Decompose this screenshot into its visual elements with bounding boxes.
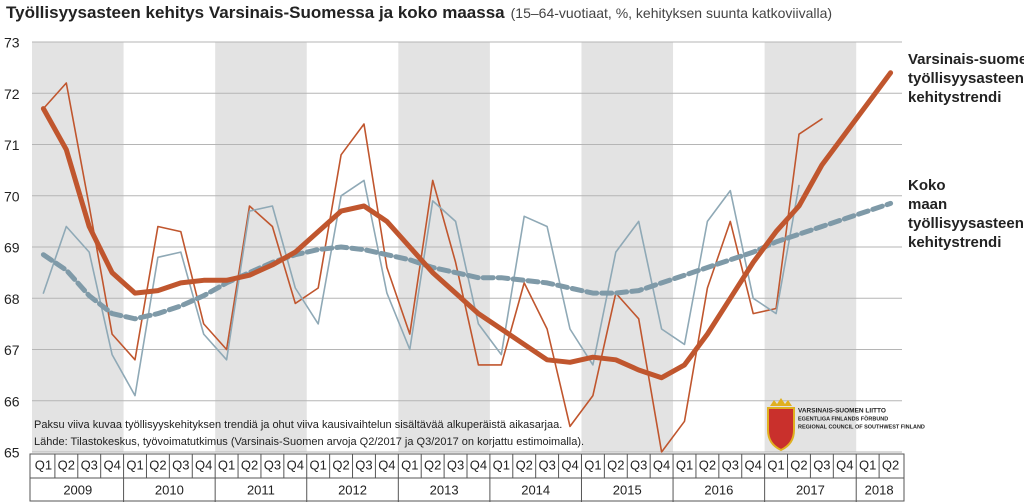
x-tick-label: Q2 [699,457,716,472]
legend-line: Varsinais-suomen [908,51,1024,68]
x-tick-label: Q2 [516,457,533,472]
x-tick-label: Q3 [630,457,647,472]
legend-label: Varsinais-suomen työllisyysasteen kehityst… [908,51,1024,106]
year-label: 2017 [796,482,825,497]
year-label: 2009 [63,482,92,497]
x-tick-label: Q2 [790,457,807,472]
logo-shield [767,407,795,452]
x-tick-label: Q1 [584,457,601,472]
y-tick-label: 68 [4,291,20,307]
year-label: 2016 [704,482,733,497]
x-tick-label: Q2 [149,457,166,472]
series [40,70,894,381]
year-label: 2010 [155,482,184,497]
logo-text: VARSINAIS-SUOMEN LIITTO [798,408,886,415]
x-tick-label: Q3 [447,457,464,472]
legend-line: Koko [908,177,946,194]
x-tick-label: Q3 [355,457,372,472]
year-label: 2014 [521,482,550,497]
logo-text: EGENTLIGA FINLANDS FÖRBUND [798,415,888,422]
y-tick-label: 65 [4,445,20,461]
x-tick-label: Q1 [676,457,693,472]
y-tick-label: 67 [4,342,20,358]
legend-label: Koko maan työllisyysasteen kehitystrendi [908,177,1024,251]
year-label: 2012 [338,482,367,497]
y-tick-label: 70 [4,188,20,204]
chart-title: Työllisyysasteen kehitys Varsinais-Suome… [6,3,505,22]
x-tick-label: Q4 [745,457,762,472]
logo-text: REGIONAL COUNCIL OF SOUTHWEST FINLAND [798,424,925,430]
year-label: 2015 [613,482,642,497]
x-tick-label: Q4 [470,457,487,472]
trend-line [40,200,894,322]
x-tick-label: Q1 [493,457,510,472]
series [42,82,823,453]
x-tick-label: Q1 [310,457,327,472]
legend-line: työllisyysasteen [908,70,1024,87]
y-tick-label: 69 [4,240,20,256]
x-tick-label: Q2 [607,457,624,472]
x-tick-label: Q1 [767,457,784,472]
trend-line [40,70,894,381]
year-label: 2018 [865,482,894,497]
x-tick-label: Q3 [172,457,189,472]
legend-line: työllisyysasteen [908,215,1024,232]
note: Paksu viiva kuvaa työllisyyskehityksen t… [34,419,562,431]
x-tick-label: Q4 [561,457,578,472]
y-tick-label: 72 [4,86,20,102]
x-tick-label: Q2 [424,457,441,472]
series [40,200,894,322]
legend-line: maan [908,196,947,213]
legend-line: kehitystrendi [908,234,1001,251]
x-tick-label: Q3 [813,457,830,472]
x-tick-label: Q3 [722,457,739,472]
x-tick-label: Q4 [836,457,853,472]
x-tick-label: Q2 [241,457,258,472]
x-tick-label: Q1 [859,457,876,472]
series [42,179,800,397]
x-tick-label: Q2 [58,457,75,472]
x-tick-label: Q1 [126,457,143,472]
raw-line [42,179,800,397]
x-tick-label: Q2 [882,457,899,472]
y-tick-label: 71 [4,137,20,153]
x-tick-label: Q4 [378,457,395,472]
x-tick-label: Q1 [401,457,418,472]
y-tick-label: 73 [4,35,20,51]
x-tick-label: Q4 [287,457,304,472]
x-tick-label: Q4 [103,457,120,472]
logo-crown [770,398,792,406]
x-tick-label: Q4 [195,457,212,472]
year-label: 2013 [430,482,459,497]
x-tick-label: Q2 [332,457,349,472]
x-tick-label: Q1 [218,457,235,472]
x-tick-label: Q4 [653,457,670,472]
y-tick-label: 66 [4,393,20,409]
x-tick-label: Q3 [81,457,98,472]
legend-line: kehitystrendi [908,89,1001,106]
chart-title-line: Työllisyysasteen kehitys Varsinais-Suome… [6,3,832,22]
year-label: 2011 [247,482,275,497]
note: Lähde: Tilastokeskus, työvoimatutkimus (… [34,436,584,448]
chart-subtitle: (15–64-vuotiaat, %, kehityksen suunta ka… [511,5,832,21]
raw-line [42,82,823,453]
x-tick-label: Q1 [35,457,52,472]
x-tick-label: Q3 [538,457,555,472]
x-tick-label: Q3 [264,457,281,472]
